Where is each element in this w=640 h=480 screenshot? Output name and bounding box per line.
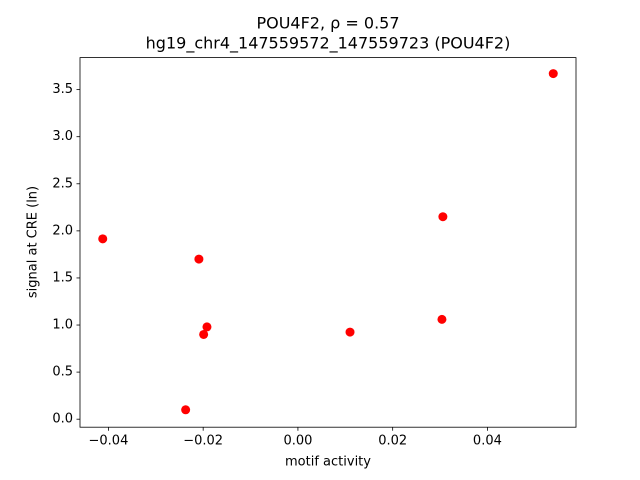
point <box>437 314 447 324</box>
y-tick-label: 2.5 <box>52 176 73 191</box>
x-tick-label: 0.04 <box>473 434 502 449</box>
point <box>548 69 558 79</box>
y-tick-label: 1.5 <box>52 270 73 285</box>
chart-title: POU4F2, ρ = 0.57 <box>256 14 399 33</box>
x-tick-label: −0.02 <box>183 434 223 449</box>
point <box>438 212 448 222</box>
y-tick-label: 2.0 <box>52 223 73 238</box>
y-tick-label: 3.5 <box>52 82 73 97</box>
point <box>199 329 209 339</box>
point <box>194 254 204 264</box>
y-axis-label: signal at CRE (ln) <box>26 186 41 298</box>
chart-subtitle: hg19_chr4_147559572_147559723 (POU4F2) <box>146 34 511 54</box>
x-tick-label: 0.02 <box>378 434 407 449</box>
y-tick-label: 3.0 <box>52 129 73 144</box>
y-tick-label: 0.0 <box>52 412 73 427</box>
y-tick-label: 0.5 <box>52 365 73 380</box>
point <box>345 327 355 337</box>
y-tick-label: 1.0 <box>52 318 73 333</box>
point <box>181 405 191 415</box>
point <box>202 322 212 332</box>
x-axis-label: motif activity <box>285 455 371 470</box>
point <box>98 234 108 244</box>
plot-frame <box>79 57 577 428</box>
x-tick-label: 0.00 <box>283 434 312 449</box>
x-tick-label: −0.04 <box>89 434 129 449</box>
